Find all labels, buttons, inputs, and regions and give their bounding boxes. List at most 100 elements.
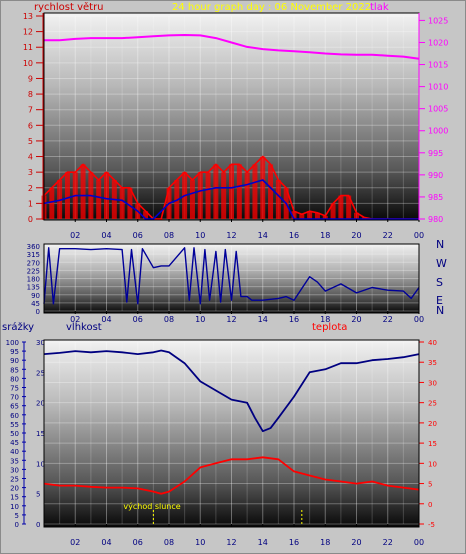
dir-ytick-label: 90: [31, 292, 40, 300]
wind-bar: [197, 172, 203, 219]
wind-bar: [189, 179, 195, 219]
rain-ytick-label: 100: [6, 339, 19, 347]
temp-ytick-label: 40: [428, 339, 437, 347]
wind-bar: [330, 203, 336, 219]
panel3-border: [43, 339, 420, 528]
dir-ytick-label: 315: [27, 251, 40, 259]
p3-xtick-label: 12: [226, 538, 236, 547]
temp-ytick-label: 5: [428, 481, 432, 489]
pressure-ytick-label: 980: [428, 215, 443, 224]
wind-ytick-label: 11: [23, 43, 33, 52]
pressure-ytick-label: 1005: [428, 105, 448, 114]
rain-ytick-label: 90: [10, 357, 19, 365]
p1-xtick-label: 14: [258, 231, 268, 240]
dir-ytick-label: 360: [27, 243, 40, 251]
humidity-ytick-label: 25: [36, 369, 45, 377]
wind-ytick-label: 10: [23, 59, 33, 68]
p3-xtick-label: 06: [133, 538, 143, 547]
wind-bar: [322, 215, 328, 219]
p1-xtick-label: 06: [133, 231, 143, 240]
wind-bar: [229, 164, 234, 219]
pressure-line: [44, 34, 420, 60]
pressure-ytick-label: 1025: [428, 16, 448, 25]
p2-xtick-label: 10: [195, 315, 205, 324]
p1-xtick-label: 02: [70, 231, 80, 240]
wind-bar: [205, 172, 211, 219]
wind-speed-label: rychlost větru: [34, 1, 104, 13]
temp-ytick-label: 10: [428, 460, 437, 468]
wind-line: [43, 155, 419, 220]
humidity-ytick-label: 5: [36, 491, 40, 499]
p3-xtick-label: 20: [351, 538, 361, 547]
p2-xtick-label: 08: [164, 315, 174, 324]
sunrise-annotation: východ slunce: [123, 502, 180, 511]
p1-xtick-label: 18: [320, 231, 330, 240]
wind-ytick-label: 0: [28, 215, 33, 224]
p3-xtick-label: 16: [289, 538, 299, 547]
temp-ytick-label: 0: [428, 501, 432, 509]
rain-ytick-label: 35: [10, 457, 19, 465]
p3-xtick-label: 18: [320, 538, 330, 547]
wind-bar: [143, 211, 149, 219]
p2-xtick-label: 14: [258, 315, 268, 324]
wind-ytick-label: 13: [23, 12, 33, 21]
temp-ytick-label: 15: [428, 440, 437, 448]
wind-bar: [346, 195, 352, 219]
p2-xtick-label: 18: [320, 315, 330, 324]
wind-bar: [244, 172, 250, 219]
p3-xtick-label: 22: [383, 538, 393, 547]
p2-xtick-label: 04: [101, 315, 111, 324]
panel2-border: [43, 243, 420, 314]
p3-xtick-label: 08: [164, 538, 174, 547]
pressure-ytick-label: 1010: [428, 83, 448, 92]
rain-ytick-label: 75: [10, 385, 19, 393]
pressure-ytick-label: 990: [428, 171, 443, 180]
temperature-line: [43, 456, 420, 495]
rain-ytick-label: 5: [15, 512, 19, 520]
panel2-background: [44, 244, 419, 313]
wind-bar: [221, 172, 227, 219]
temp-ytick-label: 25: [428, 400, 437, 408]
p1-xtick-label: 22: [383, 231, 393, 240]
wind-direction-line: [43, 247, 420, 305]
wind-bar: [104, 172, 109, 219]
wind-bar: [96, 179, 102, 219]
wind-bar: [291, 211, 297, 219]
wind-bar: [338, 195, 344, 219]
humidity-label: vlhkost: [66, 322, 102, 333]
wind-bar: [252, 164, 258, 219]
wind-bar: [127, 187, 133, 219]
wind-bar: [354, 212, 359, 219]
pressure-ytick-label: 1015: [428, 61, 448, 70]
wind-ytick-label: 4: [28, 153, 33, 162]
p2-xtick-label: 22: [383, 315, 393, 324]
p2-xtick-label: 16: [289, 315, 299, 324]
p1-xtick-label: 20: [351, 231, 361, 240]
p1-xtick-label: 04: [101, 231, 111, 240]
wind-bar: [275, 179, 281, 219]
rain-ytick-label: 60: [10, 412, 19, 420]
temp-ytick-label: -5: [428, 521, 435, 529]
wind-ytick-label: 3: [28, 168, 33, 177]
wind-bar: [119, 187, 125, 219]
wind-bar: [260, 156, 266, 219]
gust-line: [43, 179, 419, 220]
p2-xtick-label: 20: [351, 315, 361, 324]
temp-ytick-label: 35: [428, 359, 437, 367]
dir-ytick-label: 45: [31, 300, 40, 308]
humidity-ytick-label: 10: [36, 460, 45, 468]
wind-bar: [314, 212, 320, 219]
wind-bar: [268, 164, 274, 219]
rain-ytick-label: 45: [10, 439, 19, 447]
rain-ytick-label: 80: [10, 375, 19, 383]
wind-ytick-label: 7: [28, 106, 33, 115]
pressure-label: tlak: [370, 2, 389, 13]
direction-compass-label: E: [436, 294, 443, 307]
rain-ytick-label: 30: [10, 466, 19, 474]
wind-ytick-label: 12: [23, 28, 33, 37]
wind-bar: [49, 187, 55, 219]
p2-xtick-label: 00: [414, 315, 424, 324]
wind-ytick-label: 1: [28, 199, 33, 208]
rain-ytick-label: 95: [10, 348, 19, 356]
